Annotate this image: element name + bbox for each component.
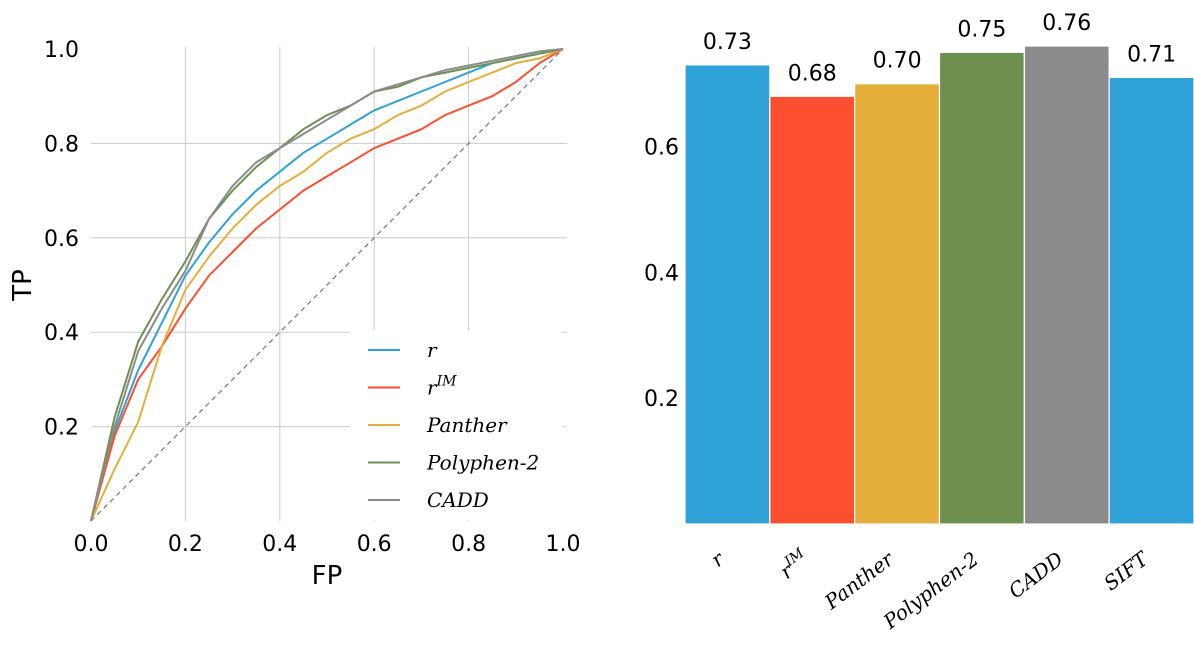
x-tick-label: SIFT [1099, 546, 1154, 596]
x-tick-label: 0.0 [74, 532, 109, 557]
legend-entry: Polyphen-2 [426, 451, 539, 475]
legend-entry: Panther [426, 413, 508, 437]
y-tick-label: 0.2 [44, 416, 79, 441]
bar-value-label: 0.76 [1042, 11, 1091, 36]
bar [854, 83, 941, 525]
series-line [90, 48, 564, 522]
series-line [90, 48, 564, 522]
y-axis-label: TP [8, 269, 38, 302]
legend-entry: CADD [427, 488, 489, 512]
x-tick-label: 0.8 [451, 532, 486, 557]
y-tick-label: 0.2 [644, 387, 679, 412]
bar [684, 64, 771, 525]
series-line [90, 48, 564, 522]
bar [1023, 45, 1110, 525]
x-tick-label: 1.0 [546, 532, 581, 557]
bar-chart: 0.73 r 0.68 rIM 0.70 Panther 0.75 Polyphen-2 0.7… [644, 11, 1194, 634]
bar-value-label: 0.73 [703, 30, 752, 55]
y-tick-label: 0.8 [44, 132, 79, 157]
x-axis-label: FP [312, 561, 343, 591]
legend: r rIM Panther Polyphen-2 CADD [350, 330, 562, 520]
y-tick-label: 0.6 [644, 136, 679, 161]
x-tick-label: Panther [819, 546, 899, 615]
bar-value-label: 0.70 [873, 49, 922, 74]
x-tick-label: Polyphen-2 [878, 547, 983, 634]
x-tick-label: 0.4 [262, 532, 297, 557]
x-tick-label: r [706, 546, 729, 572]
bar [769, 95, 856, 525]
bar [1108, 76, 1194, 525]
series-line [90, 48, 564, 522]
legend-entry: r [427, 338, 438, 362]
x-tick-label: rIM [774, 545, 814, 584]
diagonal-line [90, 48, 564, 522]
roc-chart: 0.0 0.2 0.4 0.6 0.8 1.0 0.2 0.4 0.6 0.8 1.0 FP TP r rI… [8, 38, 581, 591]
bar-value-label: 0.71 [1127, 42, 1176, 67]
series-line [90, 48, 564, 522]
x-tick-label: 0.2 [168, 532, 203, 557]
bar [938, 51, 1025, 525]
y-tick-label: 0.6 [44, 227, 79, 252]
y-tick-label: 0.4 [44, 321, 79, 346]
x-tick-label: 0.6 [357, 532, 392, 557]
legend-entry: rIM [427, 374, 457, 400]
y-tick-label: 1.0 [44, 38, 79, 63]
x-tick-label: CADD [1004, 547, 1068, 603]
y-tick-label: 0.4 [644, 261, 679, 286]
bar-value-label: 0.75 [957, 17, 1006, 42]
bar-value-label: 0.68 [788, 61, 837, 86]
